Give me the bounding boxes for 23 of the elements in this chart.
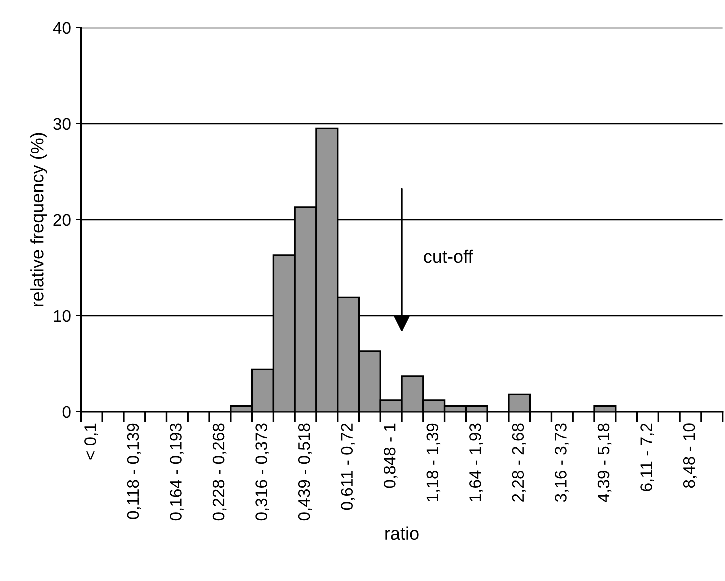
x-tick-label: 3,16 - 3,73 — [555, 424, 569, 502]
y-tick-label: 0 — [62, 406, 71, 418]
x-tick-label: 8,48 - 10 — [683, 424, 698, 488]
x-tick-label: 0,118 - 0,139 — [127, 424, 142, 520]
y-tick-label: 30 — [54, 118, 71, 130]
x-axis-title: ratio — [386, 526, 419, 540]
x-tick-label: 0,228 - 0,268 — [212, 424, 227, 521]
x-tick-label: 2,28 - 2,68 — [512, 424, 526, 502]
x-tick-label: < 0,1 — [84, 424, 98, 460]
x-tick-label: 1,18 - 1,39 — [426, 424, 441, 502]
x-tick-label: 0,611 - 0,72 — [341, 424, 355, 510]
x-tick-label: 1,64 - 1,93 — [470, 424, 484, 502]
y-tick-label: 40 — [53, 22, 71, 34]
x-tick-label: 0,439 - 0,518 — [298, 424, 312, 521]
y-tick-label: 10 — [54, 310, 71, 322]
x-tick-label: 0,164 - 0,193 — [170, 424, 184, 521]
x-tick-label: 0,316 - 0,373 — [256, 424, 270, 521]
x-tick-label: 4,39 - 5,18 — [598, 424, 612, 502]
x-tick-label: 6,11 - 7,2 — [640, 424, 654, 492]
y-axis-title: relative frequency (%) — [30, 133, 48, 307]
y-tick-label: 20 — [54, 214, 71, 226]
annotation: cut-off — [424, 250, 474, 264]
x-tick-label: 0,848 - 1 — [384, 424, 398, 488]
